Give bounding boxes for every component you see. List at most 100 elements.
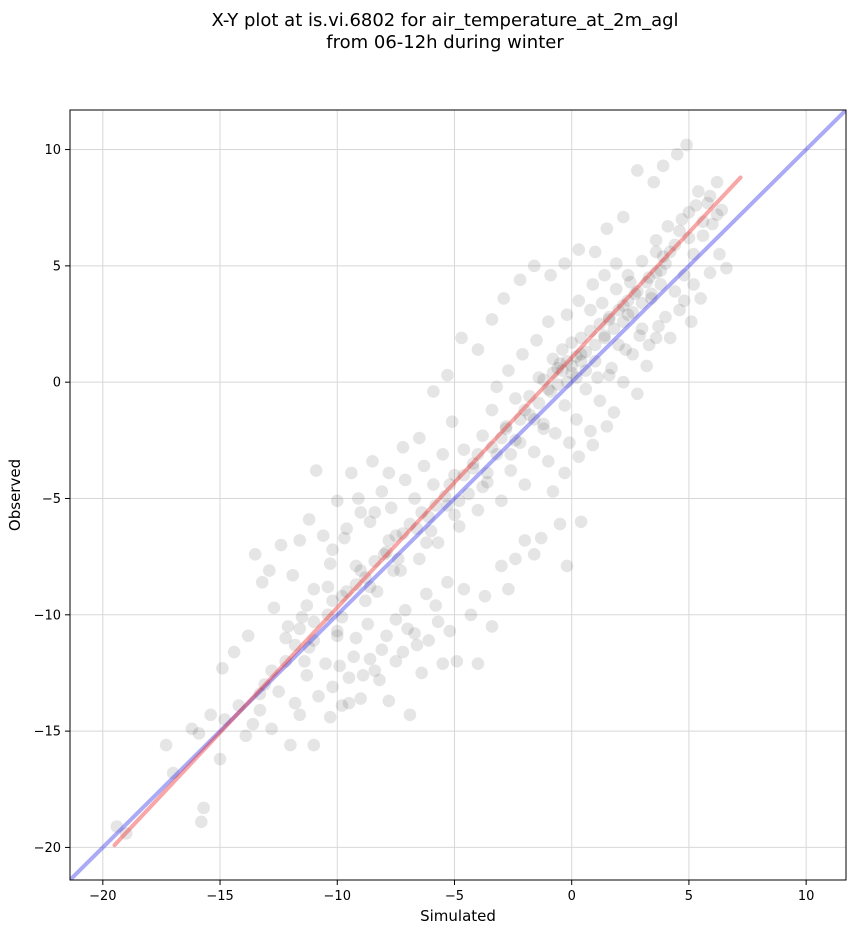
scatter-point: [420, 587, 433, 601]
scatter-point: [335, 589, 349, 603]
scatter-point: [710, 208, 724, 221]
scatter-point: [675, 213, 689, 226]
scatter-point: [241, 629, 255, 643]
scatter-point: [476, 429, 489, 442]
scatter-point: [654, 264, 668, 277]
scatter-point: [490, 447, 503, 461]
scatter-point: [119, 827, 133, 840]
x-axis-ticks: −20 −15 −10 −5 0 5 10: [89, 880, 814, 904]
scatter-point: [659, 310, 672, 324]
scatter-point: [560, 375, 574, 389]
scatter-point: [366, 454, 379, 468]
scatter-point: [363, 652, 377, 666]
scatter-point: [307, 615, 321, 629]
scatter-point: [448, 508, 461, 522]
scatter-point: [541, 382, 555, 396]
scatter-point: [368, 506, 382, 519]
plot-area: [70, 110, 846, 880]
scatter-point: [408, 627, 421, 640]
scatter-point: [495, 559, 508, 573]
scatter-point: [204, 708, 217, 722]
scatter-point: [602, 310, 616, 324]
scatter-point: [375, 643, 389, 656]
regression-line: [112, 175, 743, 848]
scatter-point: [530, 334, 543, 347]
scatter-point: [307, 634, 321, 647]
scatter-point: [541, 315, 555, 328]
scatter-point: [312, 689, 325, 703]
scatter-point: [572, 243, 586, 256]
scatter-point: [642, 271, 656, 284]
scatter-point: [553, 357, 567, 370]
scatter-point: [626, 306, 639, 319]
scatter-point: [513, 273, 527, 287]
scatter-point: [349, 559, 363, 573]
scatter-point: [579, 345, 593, 359]
scatter-point: [495, 494, 508, 508]
scatter-point: [476, 480, 489, 494]
scatter-point: [478, 589, 492, 603]
scatter-point: [612, 303, 625, 317]
scatter-point: [490, 380, 503, 394]
scatter-point: [253, 703, 267, 717]
scatter-point: [302, 513, 316, 526]
scatter-point: [368, 664, 382, 677]
scatter-point: [427, 385, 440, 398]
scatter-point: [628, 287, 642, 301]
scatter-point: [626, 347, 639, 361]
scatter-point: [565, 359, 579, 373]
scatter-point: [352, 492, 365, 505]
scatter-point: [633, 329, 646, 342]
scatter-point: [248, 548, 262, 561]
scatter-point: [408, 492, 421, 505]
scatter-point: [382, 534, 396, 547]
scatter-point: [677, 268, 691, 282]
scatter-point: [661, 220, 675, 233]
scatter-point: [452, 520, 466, 533]
scatter-point: [403, 517, 417, 531]
scatter-point: [422, 634, 435, 647]
scatter-point: [213, 752, 227, 766]
scatter-point: [293, 708, 307, 722]
scatter-point: [677, 294, 691, 308]
scatter-point: [373, 673, 386, 687]
scatter-point: [684, 315, 698, 328]
grid-lines: [70, 110, 846, 880]
scatter-point: [335, 610, 349, 624]
scatter-point: [635, 322, 649, 335]
scatter-point: [354, 506, 368, 519]
scatter-point: [624, 275, 637, 289]
scatter-point: [518, 403, 532, 417]
scatter-point: [321, 580, 335, 594]
scatter-point: [382, 694, 396, 708]
scatter-point: [692, 185, 705, 198]
scatter-point: [232, 699, 246, 712]
scatter-point: [457, 443, 471, 456]
scatter-point: [255, 575, 269, 589]
scatter-point: [354, 564, 368, 577]
scatter-point: [527, 413, 541, 426]
y-tick-label: −5: [42, 492, 61, 507]
scatter-point: [485, 403, 499, 417]
scatter-point: [370, 585, 384, 598]
scatter-point: [537, 417, 550, 431]
scatter-point: [455, 331, 468, 345]
scatter-point: [349, 631, 363, 645]
scatter-point: [443, 478, 457, 491]
scatter-point: [516, 347, 529, 361]
scatter-point: [574, 331, 588, 345]
scatter-point: [713, 247, 726, 261]
scatter-point: [441, 499, 454, 512]
identity-line: [70, 110, 846, 880]
scatter-point: [621, 294, 635, 308]
scatter-point: [541, 454, 555, 468]
scatter-point: [595, 296, 609, 310]
scatter-point: [696, 229, 710, 242]
scatter-point: [527, 548, 541, 561]
scatter-point: [518, 534, 532, 547]
scatter-point: [649, 245, 663, 259]
scatter-point: [194, 815, 208, 829]
scatter-point: [403, 708, 417, 722]
scatter-point: [546, 352, 560, 366]
scatter-point: [663, 245, 677, 259]
